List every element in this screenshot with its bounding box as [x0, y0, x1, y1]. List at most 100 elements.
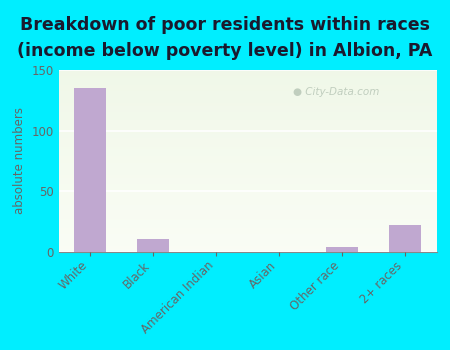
Bar	[58, 105, 436, 106]
Bar	[58, 244, 436, 246]
Bar	[58, 135, 436, 137]
Bar	[58, 162, 436, 164]
Bar	[58, 205, 436, 206]
Bar	[58, 158, 436, 160]
Bar	[58, 247, 436, 249]
Bar	[58, 164, 436, 166]
Bar	[58, 82, 436, 84]
Bar	[58, 114, 436, 116]
Bar	[58, 179, 436, 181]
Bar	[58, 212, 436, 214]
Bar	[58, 150, 436, 152]
Bar	[58, 155, 436, 156]
Bar	[58, 173, 436, 175]
Bar	[58, 175, 436, 176]
Bar	[58, 128, 436, 129]
Bar	[58, 121, 436, 123]
Bar	[58, 214, 436, 216]
Bar	[58, 76, 436, 78]
Bar	[58, 202, 436, 203]
Bar	[58, 153, 436, 155]
Bar	[58, 100, 436, 102]
Bar	[58, 125, 436, 126]
Bar	[58, 231, 436, 232]
Bar	[58, 120, 436, 121]
Bar	[58, 138, 436, 140]
Bar	[58, 73, 436, 75]
Bar	[58, 210, 436, 211]
Bar	[58, 172, 436, 173]
Bar	[58, 241, 436, 243]
Bar	[58, 97, 436, 99]
Bar	[58, 184, 436, 185]
Bar	[58, 96, 436, 97]
Bar	[58, 225, 436, 226]
Bar	[58, 88, 436, 90]
Bar	[58, 234, 436, 235]
Bar	[58, 243, 436, 244]
Text: (income below poverty level) in Albion, PA: (income below poverty level) in Albion, …	[17, 42, 433, 60]
Bar	[58, 235, 436, 237]
Bar	[58, 178, 436, 179]
Bar	[58, 170, 436, 172]
Bar	[74, 88, 106, 252]
Bar	[58, 108, 436, 110]
Bar	[58, 149, 436, 150]
Bar	[58, 182, 436, 184]
Bar	[58, 226, 436, 228]
Bar	[58, 249, 436, 251]
Bar	[58, 91, 436, 93]
Bar	[58, 181, 436, 182]
Bar	[58, 99, 436, 100]
Bar	[58, 84, 436, 85]
Bar	[58, 116, 436, 117]
Bar	[58, 166, 436, 167]
Bar	[326, 247, 358, 252]
Bar	[58, 70, 436, 71]
Bar	[58, 176, 436, 178]
Bar	[58, 141, 436, 143]
Bar	[58, 112, 436, 114]
Bar	[58, 216, 436, 217]
Bar	[58, 167, 436, 169]
Bar	[58, 140, 436, 141]
Bar	[58, 185, 436, 187]
Bar	[58, 229, 436, 231]
Bar	[58, 217, 436, 219]
Bar	[58, 106, 436, 108]
Text: ● City-Data.com: ● City-Data.com	[293, 87, 379, 97]
Bar	[58, 208, 436, 210]
Bar	[58, 71, 436, 73]
Bar	[58, 193, 436, 194]
Bar	[58, 232, 436, 234]
Bar	[58, 251, 436, 252]
Bar	[58, 228, 436, 229]
Bar	[58, 196, 436, 197]
Bar	[58, 146, 436, 147]
Bar	[389, 225, 421, 252]
Bar	[58, 103, 436, 105]
Bar	[58, 147, 436, 149]
Bar	[58, 211, 436, 212]
Bar	[58, 129, 436, 131]
Bar	[58, 161, 436, 162]
Bar	[58, 152, 436, 153]
Bar	[58, 143, 436, 144]
Bar	[58, 144, 436, 146]
Bar	[58, 187, 436, 188]
Bar	[58, 87, 436, 88]
Bar	[58, 160, 436, 161]
Bar	[58, 199, 436, 201]
Y-axis label: absolute numbers: absolute numbers	[13, 107, 26, 215]
Bar	[58, 75, 436, 76]
Bar	[58, 134, 436, 135]
Bar	[58, 197, 436, 199]
Bar	[58, 238, 436, 240]
Bar	[58, 78, 436, 79]
Text: Breakdown of poor residents within races: Breakdown of poor residents within races	[20, 15, 430, 34]
Bar	[58, 223, 436, 225]
Bar	[137, 239, 169, 252]
Bar	[58, 126, 436, 128]
Bar	[58, 90, 436, 91]
Bar	[58, 203, 436, 205]
